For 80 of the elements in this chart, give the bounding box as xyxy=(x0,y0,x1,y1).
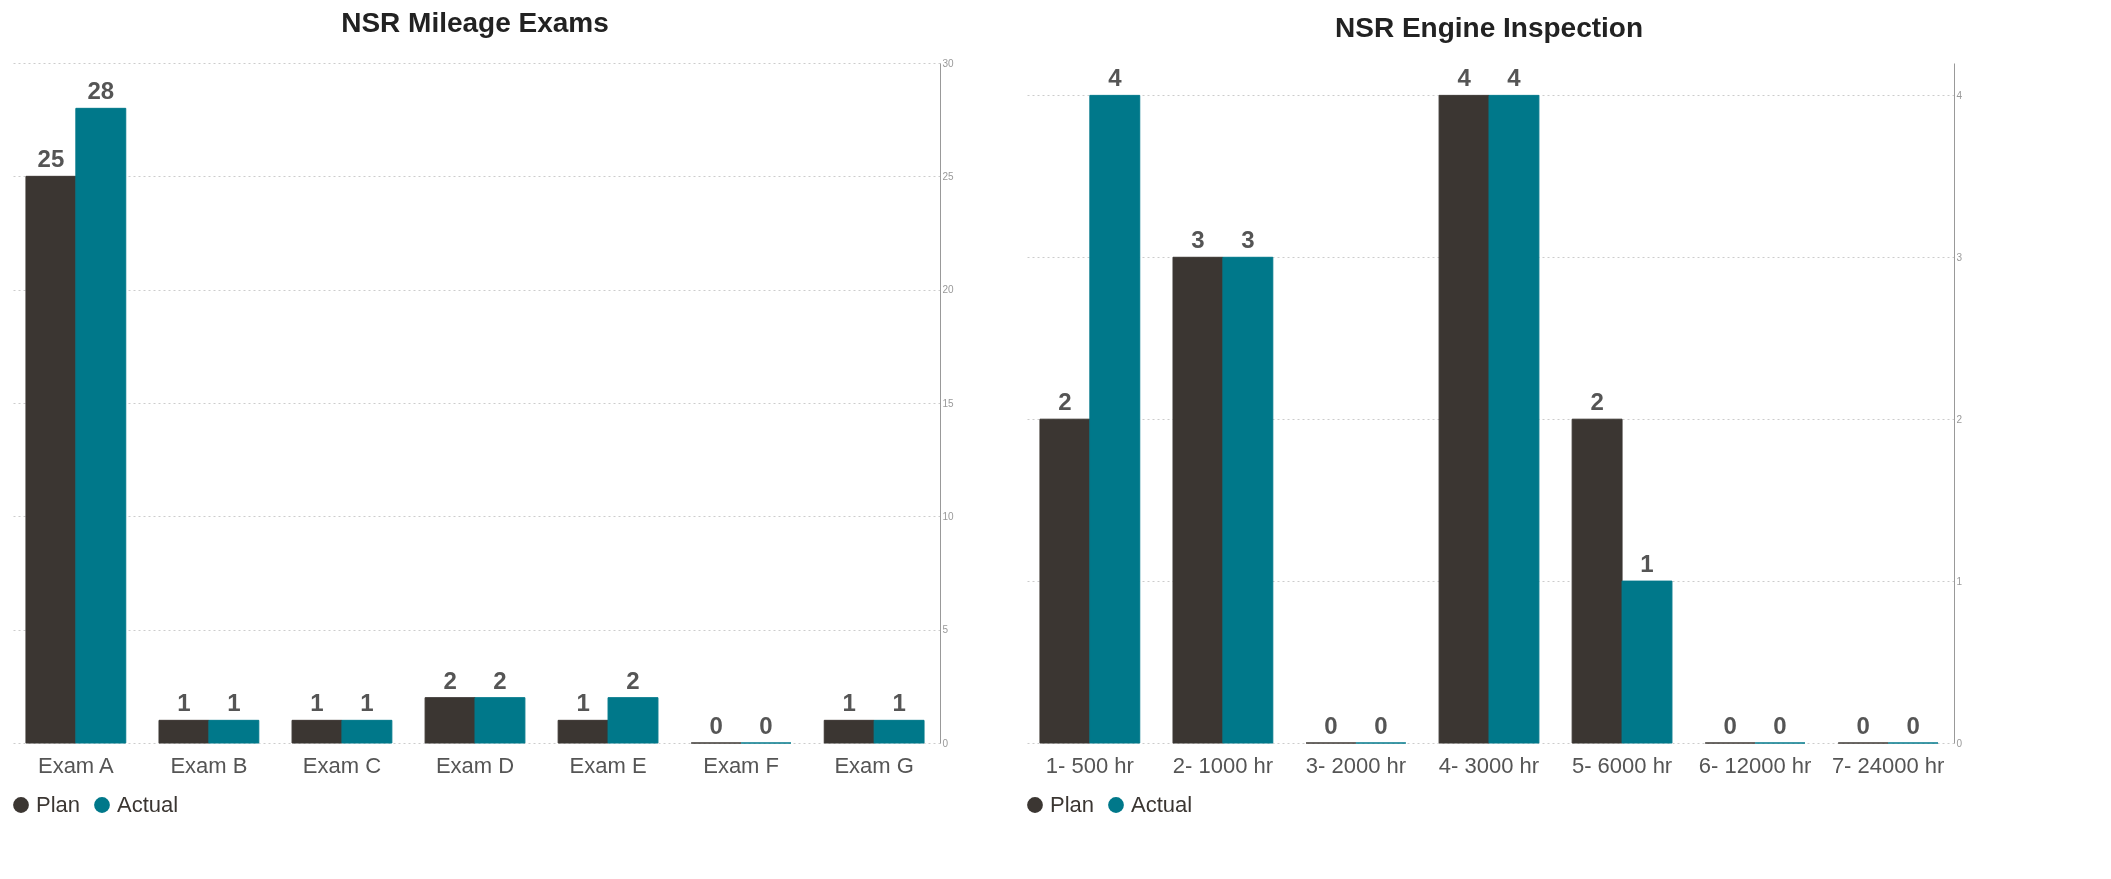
x-tick-label: 7- 24000 hr xyxy=(1831,752,1945,778)
chart-title: NSR Engine Inspection xyxy=(1334,12,1644,43)
bar xyxy=(1438,94,1490,744)
y-tick-label: 15 xyxy=(942,397,955,409)
data-label: 2 xyxy=(1590,388,1604,416)
bar xyxy=(607,697,659,744)
bar xyxy=(25,175,77,744)
data-label: 1 xyxy=(310,689,324,717)
data-label: 1 xyxy=(842,689,856,717)
bar xyxy=(1089,94,1141,744)
data-label: 1 xyxy=(177,689,191,717)
x-tick-label: Exam D xyxy=(435,752,515,778)
y-tick-label: 4 xyxy=(1956,89,1963,101)
x-tick-label: Exam C xyxy=(302,752,382,778)
bar xyxy=(1222,256,1274,744)
bar xyxy=(291,719,343,744)
y-tick-label: 30 xyxy=(942,57,955,69)
x-tick-label: 3- 2000 hr xyxy=(1305,752,1407,778)
legend-label: Actual xyxy=(117,792,179,817)
x-tick-label: 1- 500 hr xyxy=(1045,752,1134,778)
data-label: 4 xyxy=(1507,64,1522,92)
data-label: 2 xyxy=(1058,388,1072,416)
bar xyxy=(158,719,210,744)
data-label: 4 xyxy=(1108,64,1123,92)
data-label: 2 xyxy=(443,666,457,694)
data-label: 2 xyxy=(626,666,640,694)
data-label: 1 xyxy=(892,689,906,717)
x-tick-label: 4- 3000 hr xyxy=(1438,752,1540,778)
data-label: 0 xyxy=(1324,712,1338,739)
bar xyxy=(1571,418,1623,744)
x-tick-label: Exam A xyxy=(37,752,115,778)
data-label: 0 xyxy=(759,712,773,739)
data-label: 2 xyxy=(493,666,507,694)
y-tick-label: 0 xyxy=(942,737,949,749)
y-tick-label: 10 xyxy=(942,510,955,522)
bar xyxy=(341,719,393,744)
y-tick-label: 25 xyxy=(942,170,955,182)
data-label: 3 xyxy=(1191,226,1205,254)
data-label: 0 xyxy=(1374,712,1388,739)
y-tick-label: 2 xyxy=(1956,413,1963,425)
data-label: 1 xyxy=(360,689,374,717)
y-tick-label: 3 xyxy=(1956,251,1963,263)
bar xyxy=(75,107,127,744)
x-tick-label: 2- 1000 hr xyxy=(1172,752,1274,778)
bar xyxy=(208,719,260,744)
y-tick-label: 0 xyxy=(1956,737,1963,749)
bar xyxy=(1172,256,1224,744)
bar xyxy=(1039,418,1091,744)
x-tick-label: 6- 12000 hr xyxy=(1698,752,1812,778)
data-label: 28 xyxy=(87,77,115,105)
legend-label: Actual xyxy=(1131,792,1193,817)
bar xyxy=(424,697,476,744)
legend-label: Plan xyxy=(1050,792,1095,817)
bar xyxy=(1488,94,1540,744)
data-label: 3 xyxy=(1241,226,1255,254)
bar xyxy=(1621,580,1673,744)
data-label: 1 xyxy=(576,689,590,717)
x-tick-label: Exam F xyxy=(703,752,779,778)
legend-label: Plan xyxy=(36,792,81,817)
x-tick-label: Exam B xyxy=(170,752,248,778)
y-tick-label: 20 xyxy=(942,284,955,296)
data-label: 0 xyxy=(1906,712,1920,739)
data-label: 1 xyxy=(227,689,241,717)
y-tick-label: 1 xyxy=(1956,575,1963,587)
data-label: 0 xyxy=(1856,712,1870,739)
bar xyxy=(823,719,875,744)
data-label: 1 xyxy=(1640,550,1654,578)
bar xyxy=(873,719,925,744)
data-label: 25 xyxy=(37,145,65,173)
bar xyxy=(557,719,609,744)
x-tick-label: 5- 6000 hr xyxy=(1571,752,1673,778)
data-label: 0 xyxy=(1773,712,1787,739)
data-label: 0 xyxy=(1723,712,1737,739)
chart-title: NSR Mileage Exams xyxy=(341,7,609,38)
y-tick-label: 5 xyxy=(942,624,949,636)
bar xyxy=(474,697,526,744)
data-label: 0 xyxy=(709,712,723,739)
data-label: 4 xyxy=(1457,64,1472,92)
x-tick-label: Exam G xyxy=(834,752,914,778)
x-tick-label: Exam E xyxy=(569,752,647,778)
